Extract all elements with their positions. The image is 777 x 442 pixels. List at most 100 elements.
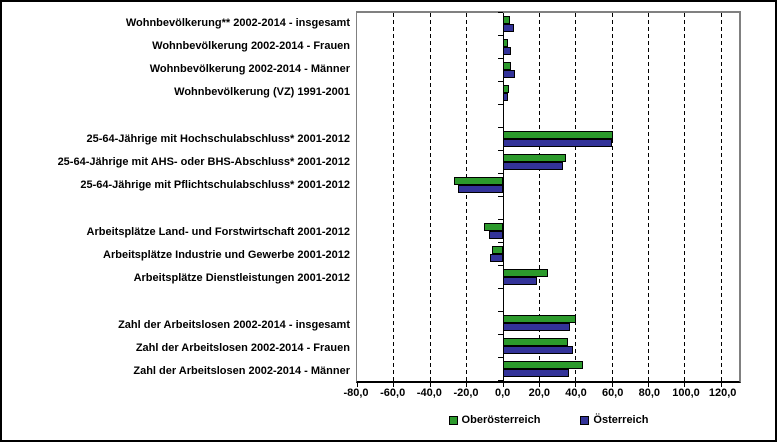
category-label: Zahl der Arbeitslosen 2002-2014 - Frauen [135, 342, 350, 355]
x-axis-tick-label: -40,0 [416, 387, 442, 399]
x-axis-tick-label: 80,0 [638, 387, 661, 399]
bars-region [357, 13, 739, 381]
bar-oberoesterreich [502, 269, 548, 278]
bar-oesterreich [489, 254, 503, 263]
zero-axis [502, 13, 504, 381]
bar-oberoesterreich [502, 361, 584, 370]
x-axis-tick-label: 0,0 [495, 387, 511, 399]
y-axis-tick [497, 288, 503, 289]
bar-oesterreich [502, 93, 509, 102]
x-axis-tick [538, 383, 540, 387]
y-axis-tick [497, 219, 503, 220]
bar-oberoesterreich [484, 223, 503, 232]
bar-row [357, 358, 739, 381]
bar-oberoesterreich [502, 154, 567, 163]
x-axis-tick-label: 120,0 [708, 387, 737, 399]
gridline [648, 13, 650, 381]
bar-oberoesterreich [502, 16, 510, 25]
y-axis-tick [497, 58, 503, 59]
bar-oesterreich [502, 323, 570, 332]
legend-label: Österreich [593, 414, 649, 426]
bar-row [357, 335, 739, 358]
bar-oberoesterreich [454, 177, 503, 186]
category-spacer [2, 197, 350, 220]
x-axis-tick-label: 20,0 [528, 387, 551, 399]
y-axis-tick [497, 196, 503, 197]
x-axis-tick [429, 383, 431, 387]
y-axis-tick [497, 242, 503, 243]
y-axis-tick [497, 35, 503, 36]
category-label: Wohnbevölkerung 2002-2014 - Frauen [152, 39, 350, 52]
bar-oesterreich [502, 139, 612, 148]
category-label: Zahl der Arbeitslosen 2002-2014 - insges… [118, 318, 350, 331]
x-axis-tick-label: -80,0 [343, 387, 369, 399]
bar-oesterreich [502, 47, 512, 56]
bar-oesterreich [502, 70, 515, 79]
bar-oesterreich [488, 231, 503, 240]
bar-oberoesterreich [491, 246, 503, 255]
x-axis-tick [393, 383, 395, 387]
legend: Oberösterreich Österreich [356, 414, 741, 426]
bar-oesterreich [502, 346, 573, 355]
category-label: 25-64-Jährige mit Pflichtschulabschluss*… [80, 179, 350, 192]
category-label: Arbeitsplätze Land- und Forstwirtschaft … [86, 225, 350, 238]
bar-row [357, 82, 739, 105]
x-axis-tick [502, 383, 504, 387]
category-label: 25-64-Jährige mit Hochschulabschluss* 20… [86, 132, 350, 145]
bar-oesterreich [502, 369, 569, 378]
x-axis-tick [648, 383, 650, 387]
bar-oberoesterreich [502, 338, 568, 347]
category-label: Wohnbevölkerung** 2002-2014 - insgesamt [125, 16, 350, 29]
gridline [720, 13, 722, 381]
bar-oesterreich [502, 162, 563, 171]
bar-row [357, 174, 739, 197]
gridline [611, 13, 613, 381]
category-label: 25-64-Jährige mit AHS- oder BHS-Abschlus… [57, 156, 350, 169]
y-axis-tick [497, 334, 503, 335]
category-spacer [2, 104, 350, 127]
bar-oberoesterreich [502, 39, 508, 48]
y-axis-tick [497, 265, 503, 266]
x-axis-tick-label: 60,0 [601, 387, 624, 399]
x-axis-tick-label: 100,0 [672, 387, 700, 399]
bar-row [357, 266, 739, 289]
bar-row [357, 36, 739, 59]
y-axis-tick [497, 12, 503, 13]
y-axis-tick [497, 104, 503, 105]
bar-row [357, 128, 739, 151]
x-axis-tick-label: -20,0 [453, 387, 479, 399]
category-label: Arbeitsplätze Industrie und Gewerbe 2001… [103, 249, 350, 262]
bar-oesterreich [502, 277, 538, 286]
gridline [684, 13, 686, 381]
x-axis-tick-label: 40,0 [565, 387, 587, 399]
x-axis-tick [466, 383, 468, 387]
row-spacer [357, 289, 739, 312]
bar-oberoesterreich [502, 62, 511, 71]
legend-marker-icon [448, 415, 458, 425]
bar-row [357, 59, 739, 82]
category-axis: Wohnbevölkerung** 2002-2014 - insgesamt W… [2, 11, 350, 383]
bar-oberoesterreich [502, 315, 577, 324]
category-label: Zahl der Arbeitslosen 2002-2014 - Männer [133, 365, 350, 378]
legend-item-oesterreich: Österreich [580, 414, 648, 426]
y-axis-tick [497, 357, 503, 358]
y-axis-tick [497, 173, 503, 174]
y-axis-tick [497, 81, 503, 82]
bar-row [357, 220, 739, 243]
x-axis-tick-label: -60,0 [380, 387, 406, 399]
category-spacer [2, 290, 350, 313]
y-axis-tick [497, 150, 503, 151]
y-axis-tick [497, 311, 503, 312]
category-label: Wohnbevölkerung 2002-2014 - Männer [149, 63, 350, 76]
x-axis-tick [684, 383, 686, 387]
gridline [575, 13, 577, 381]
bar-oberoesterreich [502, 85, 509, 94]
category-label: Arbeitsplätze Dienstleistungen 2001-2012 [133, 272, 350, 285]
bar-row [357, 13, 739, 36]
bar-row [357, 312, 739, 335]
gridline [466, 13, 468, 381]
row-spacer [357, 197, 739, 220]
x-axis-tick [357, 383, 358, 387]
bar-oesterreich [502, 24, 514, 33]
